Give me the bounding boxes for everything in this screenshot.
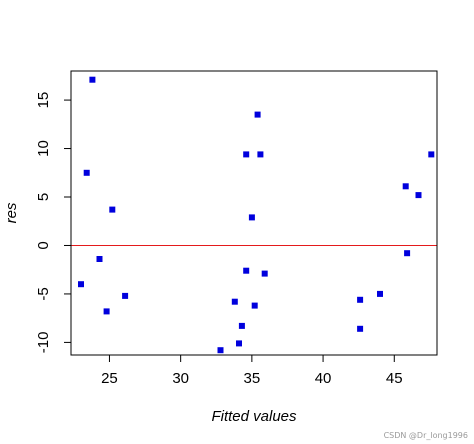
y-tick-label: -5 — [35, 287, 52, 300]
data-point-20 — [357, 325, 364, 332]
x-tick-label: 40 — [315, 370, 332, 387]
x-tick-label: 25 — [101, 370, 118, 387]
data-point-16 — [254, 111, 261, 118]
watermark: CSDN @Dr_long1996 — [383, 431, 468, 440]
data-point-23 — [404, 250, 411, 257]
data-point-6 — [109, 206, 116, 213]
y-tick-label: 10 — [35, 140, 52, 157]
plot-frame — [70, 70, 438, 356]
data-point-10 — [236, 340, 242, 347]
data-points — [78, 76, 435, 354]
data-point-17 — [257, 151, 264, 158]
x-tick-label: 30 — [172, 370, 189, 387]
data-point-14 — [248, 214, 255, 221]
x-tick-label: 35 — [244, 370, 261, 387]
data-point-1 — [78, 281, 84, 288]
y-axis: -10 -5 0 5 10 15 — [35, 92, 72, 354]
data-point-24 — [415, 192, 422, 199]
data-point-22 — [402, 183, 409, 190]
data-point-5 — [103, 308, 110, 315]
data-point-15 — [251, 302, 258, 309]
data-point-9 — [231, 298, 238, 305]
data-point-21 — [377, 290, 383, 297]
y-tick-label: -10 — [35, 332, 52, 354]
data-point-8 — [217, 347, 224, 354]
x-axis-title: Fitted values — [211, 408, 297, 425]
data-point-18 — [261, 270, 268, 277]
data-point-19 — [357, 296, 364, 303]
data-point-11 — [238, 322, 245, 329]
data-point-25 — [428, 151, 435, 158]
x-tick-label: 45 — [386, 370, 403, 387]
y-axis-title: res — [3, 202, 20, 223]
y-tick-label: 15 — [35, 92, 52, 109]
y-tick-label: 5 — [35, 193, 52, 201]
data-point-7 — [122, 292, 129, 299]
x-axis: 25 30 35 40 45 — [101, 354, 403, 387]
data-point-2 — [83, 169, 90, 176]
data-point-12 — [243, 151, 250, 158]
data-point-3 — [89, 76, 96, 83]
data-point-4 — [96, 256, 103, 262]
y-tick-label: 0 — [35, 241, 52, 249]
data-point-13 — [243, 267, 250, 274]
